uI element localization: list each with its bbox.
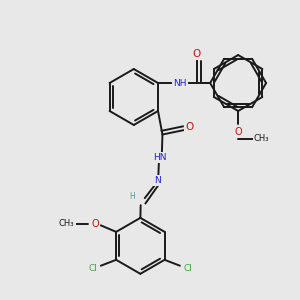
Text: O: O	[234, 127, 242, 136]
Text: Cl: Cl	[183, 264, 192, 273]
Text: O: O	[193, 49, 201, 58]
Text: CH₃: CH₃	[59, 219, 74, 228]
Text: O: O	[91, 219, 99, 229]
Text: CH₃: CH₃	[254, 134, 269, 143]
Text: NH: NH	[173, 79, 187, 88]
Text: N: N	[154, 176, 160, 185]
Text: HN: HN	[153, 153, 167, 162]
Text: H: H	[130, 192, 135, 201]
Text: O: O	[185, 122, 194, 132]
Text: Cl: Cl	[89, 264, 98, 273]
